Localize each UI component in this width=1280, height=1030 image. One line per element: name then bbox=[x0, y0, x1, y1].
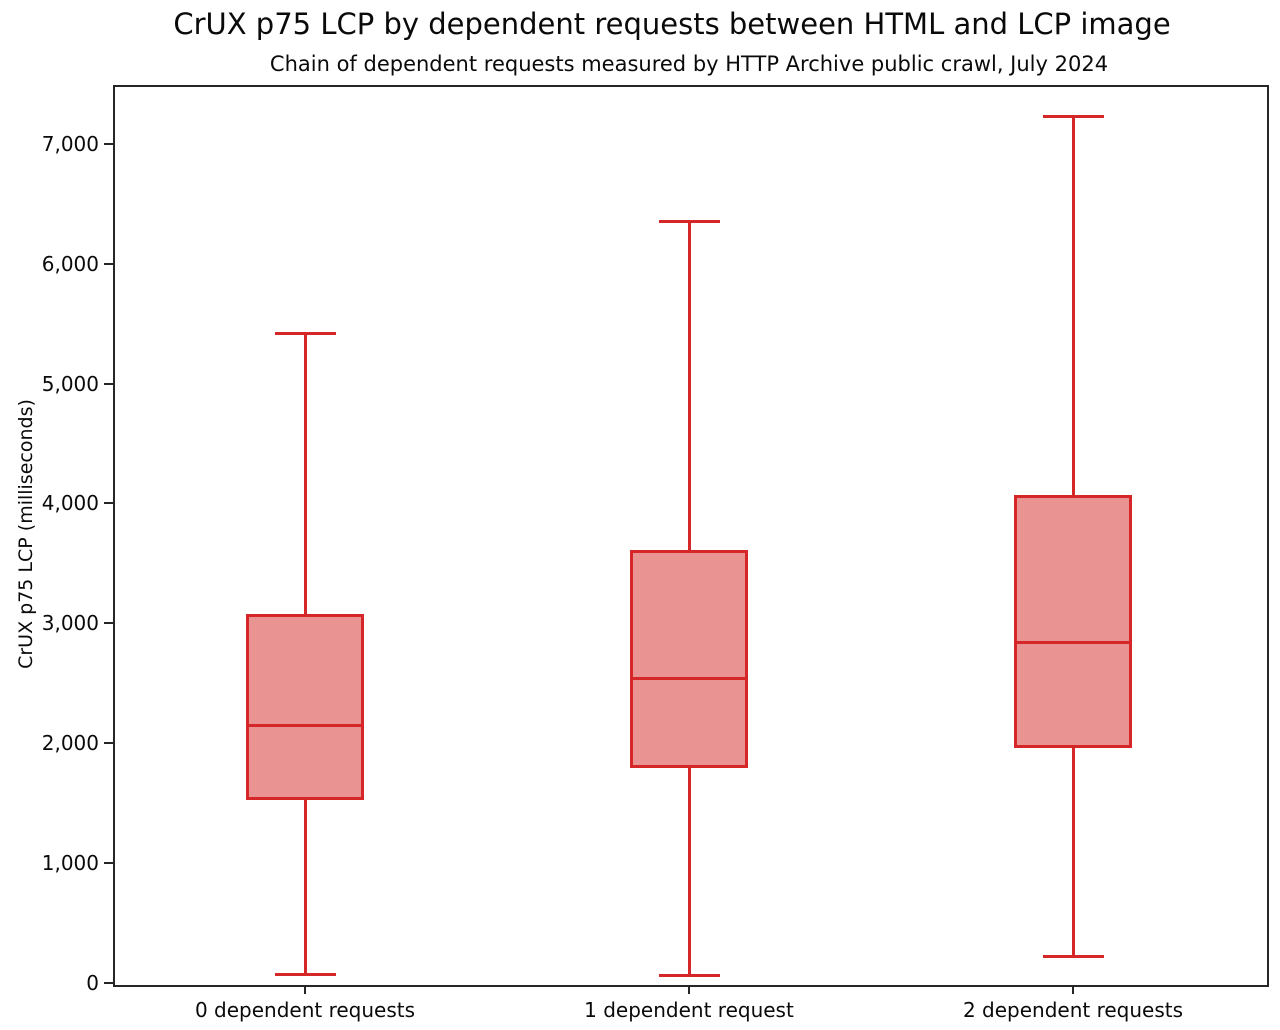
boxplot-2-median bbox=[1014, 641, 1132, 644]
boxplot-0-median bbox=[246, 723, 364, 727]
boxplot-2-lower-cap bbox=[1042, 955, 1104, 959]
boxplot-1-box bbox=[630, 550, 748, 769]
boxplot-1-median bbox=[630, 676, 748, 680]
boxplot-2-upper-cap bbox=[1042, 114, 1104, 118]
x-axis-tick bbox=[304, 985, 306, 994]
boxplot-0-upper-whisker bbox=[303, 333, 307, 614]
boxplot-2-box bbox=[1014, 495, 1132, 748]
boxplot-1-lower-whisker bbox=[687, 768, 691, 976]
y-axis-tick-label: 0 bbox=[86, 971, 99, 995]
y-axis-tick-label: 6,000 bbox=[41, 251, 99, 276]
x-axis-tick bbox=[688, 985, 690, 994]
y-axis-tick-label: 3,000 bbox=[41, 611, 99, 636]
boxplot-1-lower-cap bbox=[658, 974, 720, 978]
x-axis-category-label: 0 dependent requests bbox=[194, 998, 416, 1022]
y-axis-tick bbox=[104, 382, 113, 385]
chart-title: CrUX p75 LCP by dependent requests betwe… bbox=[173, 7, 1171, 41]
boxplot-0-lower-cap bbox=[274, 973, 336, 977]
y-axis-tick-label: 5,000 bbox=[41, 371, 99, 396]
y-axis-tick bbox=[104, 742, 113, 745]
y-axis-tick bbox=[104, 982, 113, 984]
chart-subtitle: Chain of dependent requests measured by … bbox=[269, 52, 1109, 76]
boxplot-2-upper-whisker bbox=[1071, 116, 1075, 496]
x-axis-category-label: 1 dependent request bbox=[584, 998, 794, 1022]
y-axis-tick-label: 1,000 bbox=[41, 851, 99, 876]
boxplot-1-upper-cap bbox=[658, 220, 720, 224]
x-axis-tick bbox=[1072, 985, 1074, 994]
y-axis-tick bbox=[104, 502, 113, 505]
y-axis-tick-label: 2,000 bbox=[41, 731, 99, 756]
boxplot-2-lower-whisker bbox=[1071, 748, 1075, 957]
y-axis-tick bbox=[104, 622, 113, 625]
y-axis-tick bbox=[104, 862, 113, 865]
y-axis-tick bbox=[104, 142, 113, 145]
boxplot-1-upper-whisker bbox=[687, 221, 691, 551]
boxplot-0-upper-cap bbox=[274, 331, 336, 335]
boxplot-0-box bbox=[246, 613, 364, 800]
y-axis-tick-label: 7,000 bbox=[41, 131, 99, 156]
boxplot-0-lower-whisker bbox=[303, 799, 307, 975]
y-axis-tick-label: 4,000 bbox=[41, 491, 99, 516]
x-axis-category-label: 2 dependent requests bbox=[962, 998, 1184, 1022]
y-axis-tick bbox=[104, 262, 113, 265]
